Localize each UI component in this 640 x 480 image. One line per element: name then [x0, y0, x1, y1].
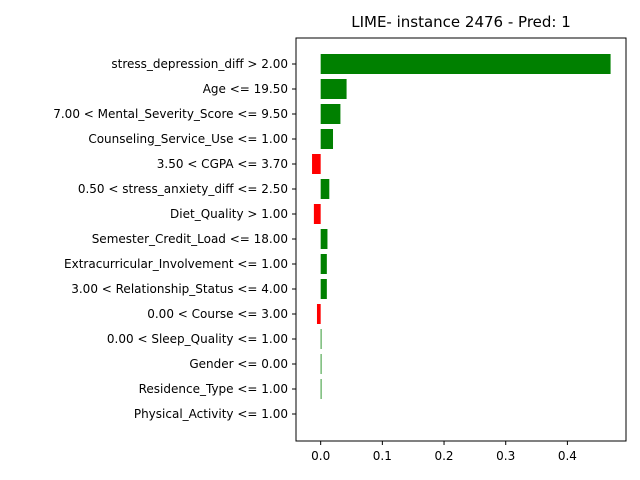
bar-5: [320, 179, 330, 199]
bars-group: [312, 54, 611, 399]
y-tick-label-7: Semester_Credit_Load <= 18.00: [92, 232, 288, 246]
bar-11: [320, 329, 322, 349]
bar-10: [316, 304, 321, 324]
x-tick-label-0: 0.0: [311, 449, 330, 463]
y-tick-label-14: Physical_Activity <= 1.00: [134, 407, 288, 421]
y-tick-label-11: 0.00 < Sleep_Quality <= 1.00: [107, 332, 288, 346]
bar-4: [312, 154, 321, 174]
y-axis: stress_depression_diff > 2.00 Age <= 19.5…: [53, 57, 296, 421]
y-tick-label-5: 0.50 < stress_anxiety_diff <= 2.50: [78, 182, 288, 196]
bar-8: [320, 254, 327, 274]
y-tick-label-6: Diet_Quality > 1.00: [170, 207, 288, 221]
y-tick-label-8: Extracurricular_Involvement <= 1.00: [64, 257, 288, 271]
bar-9: [320, 279, 327, 299]
y-tick-label-2: 7.00 < Mental_Severity_Score <= 9.50: [53, 107, 288, 121]
bar-0: [320, 54, 611, 74]
y-tick-label-13: Residence_Type <= 1.00: [139, 382, 288, 396]
x-tick-label-2: 0.2: [434, 449, 453, 463]
chart-title: LIME- instance 2476 - Pred: 1: [351, 13, 571, 31]
y-tick-label-3: Counseling_Service_Use <= 1.00: [88, 132, 288, 146]
x-axis: 0.0 0.1 0.2 0.3 0.4: [311, 441, 577, 463]
bar-3: [320, 129, 334, 149]
x-tick-label-3: 0.3: [496, 449, 515, 463]
x-tick-label-4: 0.4: [558, 449, 577, 463]
x-tick-label-1: 0.1: [373, 449, 392, 463]
y-tick-label-9: 3.00 < Relationship_Status <= 4.00: [71, 282, 288, 296]
bar-7: [320, 229, 328, 249]
y-tick-label-0: stress_depression_diff > 2.00: [111, 57, 288, 71]
bar-6: [313, 204, 321, 224]
y-tick-label-10: 0.00 < Course <= 3.00: [147, 307, 288, 321]
bar-12: [320, 354, 322, 374]
y-tick-label-4: 3.50 < CGPA <= 3.70: [157, 157, 288, 171]
y-tick-label-1: Age <= 19.50: [203, 82, 288, 96]
y-tick-label-12: Gender <= 0.00: [189, 357, 288, 371]
bar-1: [320, 79, 347, 99]
bar-2: [320, 104, 341, 124]
bar-13: [320, 379, 322, 399]
